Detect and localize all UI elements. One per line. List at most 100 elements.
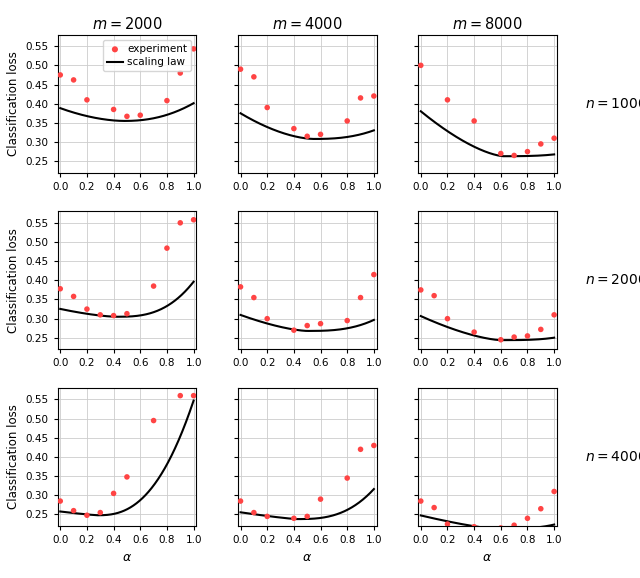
scaling law	[417, 108, 425, 115]
experiment	[316, 129, 326, 139]
experiment	[416, 286, 426, 295]
experiment	[175, 68, 186, 77]
Text: $n = 1000$: $n = 1000$	[584, 97, 640, 110]
experiment	[122, 472, 132, 481]
experiment	[262, 512, 273, 521]
scaling law	[56, 105, 64, 112]
experiment	[108, 489, 119, 498]
scaling law	[514, 336, 522, 343]
experiment	[509, 521, 519, 530]
Title: $m = 4000$: $m = 4000$	[272, 16, 342, 32]
experiment	[249, 72, 259, 81]
experiment	[236, 497, 246, 506]
Line: scaling law: scaling law	[421, 316, 554, 340]
scaling law	[189, 278, 197, 285]
experiment	[302, 321, 312, 330]
experiment	[522, 147, 532, 156]
scaling law	[333, 135, 341, 142]
experiment	[162, 96, 172, 105]
experiment	[122, 112, 132, 121]
experiment	[442, 314, 452, 323]
Y-axis label: Classification loss: Classification loss	[7, 51, 20, 156]
scaling law	[513, 336, 521, 343]
experiment	[108, 311, 119, 320]
scaling law	[460, 138, 468, 145]
experiment	[302, 512, 312, 521]
experiment	[95, 508, 106, 517]
scaling law	[100, 512, 108, 518]
scaling law	[334, 135, 342, 142]
scaling law	[370, 317, 378, 324]
scaling law	[280, 324, 288, 331]
scaling law	[237, 312, 244, 318]
scaling law	[514, 525, 522, 532]
experiment	[82, 95, 92, 105]
scaling law	[500, 153, 508, 160]
scaling law	[253, 511, 260, 518]
scaling law	[154, 114, 161, 121]
experiment	[522, 331, 532, 340]
scaling law	[120, 117, 128, 124]
Line: scaling law: scaling law	[421, 516, 554, 529]
scaling law	[470, 523, 477, 529]
scaling law	[310, 135, 318, 142]
scaling law	[113, 313, 120, 320]
experiment	[429, 291, 439, 301]
Line: scaling law: scaling law	[60, 281, 193, 317]
Line: scaling law: scaling law	[241, 489, 374, 519]
scaling law	[550, 521, 558, 528]
scaling law	[433, 120, 441, 127]
experiment	[162, 243, 172, 253]
experiment	[148, 281, 159, 291]
Line: scaling law: scaling law	[60, 103, 193, 121]
Line: scaling law: scaling law	[241, 113, 374, 139]
scaling law	[321, 327, 328, 334]
scaling law	[433, 516, 441, 523]
experiment	[55, 284, 65, 294]
experiment	[122, 309, 132, 318]
experiment	[289, 325, 299, 335]
experiment	[355, 93, 365, 102]
scaling law	[72, 110, 80, 117]
Text: $n = 2000$: $n = 2000$	[584, 273, 640, 287]
scaling law	[153, 114, 161, 121]
scaling law	[253, 317, 260, 324]
experiment	[342, 116, 353, 125]
scaling law	[154, 476, 161, 483]
experiment	[429, 503, 439, 512]
scaling law	[154, 307, 161, 314]
scaling law	[321, 514, 328, 521]
scaling law	[109, 117, 117, 124]
experiment	[68, 292, 79, 301]
scaling law	[94, 512, 102, 518]
experiment	[369, 441, 379, 450]
experiment	[355, 293, 365, 302]
experiment	[55, 71, 65, 80]
experiment	[442, 520, 452, 529]
experiment	[68, 75, 79, 84]
experiment	[416, 61, 426, 70]
experiment	[469, 522, 479, 531]
Line: scaling law: scaling law	[421, 112, 554, 156]
experiment	[509, 332, 519, 342]
experiment	[148, 416, 159, 425]
experiment	[536, 139, 546, 149]
Y-axis label: Classification loss: Classification loss	[7, 405, 20, 509]
experiment	[549, 487, 559, 496]
scaling law	[513, 525, 521, 532]
scaling law	[153, 307, 161, 314]
scaling law	[333, 327, 341, 334]
Line: scaling law: scaling law	[60, 401, 193, 515]
experiment	[302, 132, 312, 141]
scaling law	[289, 516, 297, 523]
Legend: experiment, scaling law: experiment, scaling law	[103, 40, 191, 71]
Title: $m = 8000$: $m = 8000$	[452, 16, 523, 32]
scaling law	[109, 313, 117, 320]
scaling law	[417, 313, 425, 320]
experiment	[536, 325, 546, 334]
scaling law	[289, 132, 297, 139]
experiment	[82, 305, 92, 314]
experiment	[342, 473, 353, 483]
experiment	[469, 116, 479, 125]
scaling law	[293, 516, 301, 523]
